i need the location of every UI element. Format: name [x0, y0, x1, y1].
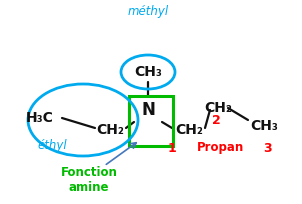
Text: CH₃: CH₃: [250, 119, 278, 133]
Text: méthyl: méthyl: [127, 6, 169, 19]
Bar: [129, 96, 173, 146]
Text: éthyl: éthyl: [37, 139, 67, 152]
Text: 2: 2: [212, 113, 220, 126]
Text: CH₂: CH₂: [96, 123, 124, 137]
Text: CH₃: CH₃: [134, 65, 162, 79]
Text: 1: 1: [168, 142, 176, 154]
Text: 3: 3: [263, 142, 271, 154]
Text: Fonction
amine: Fonction amine: [61, 166, 117, 194]
Text: Propan: Propan: [198, 142, 245, 154]
Text: CH₂: CH₂: [175, 123, 203, 137]
Text: H₃C: H₃C: [26, 111, 54, 125]
Text: CH₂: CH₂: [204, 101, 232, 115]
Text: N: N: [141, 101, 155, 119]
